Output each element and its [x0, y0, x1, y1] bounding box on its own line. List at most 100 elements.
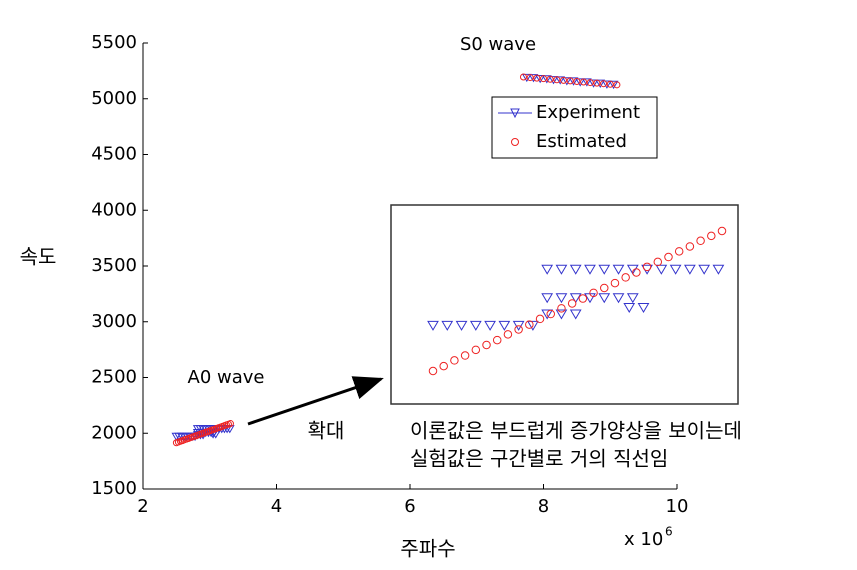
inset-point [589, 288, 598, 298]
inset-point [527, 320, 539, 331]
inset-point [578, 294, 588, 303]
inset-point [612, 293, 625, 304]
data-point [573, 77, 581, 85]
inset-point [626, 264, 639, 275]
inset-point [428, 366, 438, 376]
data-point [580, 78, 588, 86]
x-axis-label: 주파수 [400, 537, 455, 561]
inset-point [717, 226, 727, 236]
zoom-arrow [247, 376, 384, 426]
annotation: 확대 [308, 419, 345, 443]
inset-box [390, 204, 739, 405]
inset-point [555, 293, 568, 304]
x-tick-label: 10 [666, 496, 689, 517]
inset-point [557, 304, 566, 313]
data-point [602, 80, 612, 89]
data-point [575, 78, 586, 87]
inset-point [626, 293, 639, 304]
x-tick-label: 6 [404, 496, 415, 517]
inset-point [598, 264, 611, 275]
data-point [561, 77, 572, 86]
legend [491, 96, 658, 159]
y-tick-label: 1500 [91, 478, 137, 499]
inset-point [664, 252, 673, 262]
x-tick-label: 4 [271, 496, 282, 517]
y-tick-label: 4000 [91, 199, 137, 220]
data-point [546, 75, 554, 83]
y-tick-label: 5500 [91, 32, 137, 53]
inset-point [546, 309, 555, 319]
legend-marker [510, 108, 520, 119]
data-point [533, 74, 541, 82]
inset-point [535, 314, 545, 324]
inset-point [541, 293, 554, 304]
inset-point [569, 264, 582, 275]
inset-point [469, 320, 482, 331]
inset-point [698, 264, 711, 275]
inset-point [598, 293, 611, 304]
data-point [560, 76, 568, 84]
data-point [600, 80, 608, 88]
x-tick-label: 2 [137, 496, 148, 517]
legend-label: Estimated [536, 131, 627, 152]
data-point [606, 80, 614, 88]
inset-point [541, 309, 554, 320]
data-point [535, 74, 546, 84]
data-point [586, 79, 594, 87]
annotation: 실험값은 구간별로 거의 직선임 [410, 447, 668, 471]
inset-point [655, 264, 668, 275]
y-tick-label: 2000 [91, 422, 137, 443]
inset-point [653, 257, 663, 267]
legend-marker [511, 138, 519, 146]
y-axis-label: 속도 [20, 245, 57, 269]
inset-point [712, 264, 725, 275]
data-point [528, 74, 539, 83]
y-tick-label: 2500 [91, 367, 137, 388]
data-point [548, 76, 559, 85]
inset-point [669, 264, 682, 275]
inset-point [584, 264, 596, 275]
inset-point [482, 340, 491, 350]
inset-point [555, 264, 568, 275]
inset-point [514, 325, 523, 334]
inset-point [512, 320, 525, 331]
inset-point [632, 268, 641, 277]
data-point [613, 81, 621, 89]
inset-point [460, 351, 470, 360]
inset-point [610, 278, 620, 288]
inset-point [696, 236, 705, 246]
inset-point [612, 264, 625, 275]
inset-point [503, 330, 513, 339]
data-point [588, 79, 599, 88]
inset-point [685, 242, 695, 251]
inset-point [541, 264, 554, 275]
data-point [521, 73, 532, 83]
inset-point [642, 262, 652, 272]
inset-point [439, 361, 448, 371]
inset-point [450, 356, 459, 365]
annotation: A0 wave [188, 367, 265, 388]
inset-point [637, 303, 650, 313]
inset-point [621, 273, 630, 282]
inset-point [455, 320, 468, 331]
data-point [541, 75, 552, 84]
y-tick-label: 3000 [91, 311, 137, 332]
legend-label: Experiment [536, 102, 640, 123]
inset-point [569, 309, 582, 320]
x-exponent-base: x 10 [624, 529, 663, 550]
data-point [555, 76, 566, 85]
inset-point [569, 293, 582, 304]
inset-point [471, 345, 481, 355]
data-point [526, 74, 534, 82]
annotation: S0 wave [460, 34, 536, 55]
data-point [608, 80, 619, 90]
data-point [553, 76, 561, 84]
inset-point [492, 335, 502, 345]
data-point [568, 77, 579, 86]
x-tick-label: 8 [538, 496, 549, 517]
inset-point [707, 231, 716, 241]
annotation: 이론값은 부드럽게 증가양상을 보이는데 [410, 419, 742, 443]
inset-point [441, 320, 454, 331]
inset-point [555, 309, 568, 320]
data-point [519, 73, 527, 81]
